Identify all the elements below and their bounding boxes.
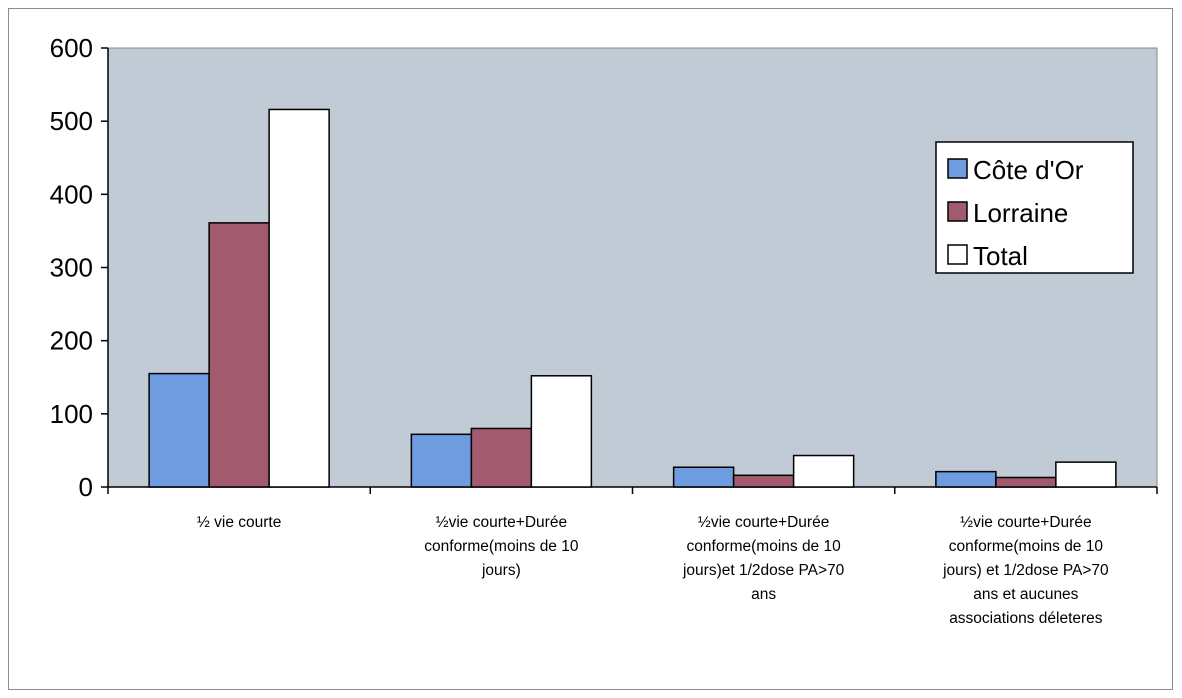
- x-category-label: ½vie courte+Durée conforme(moins de 10 jou…: [424, 514, 579, 579]
- bar-lorraine: [995, 476, 1057, 488]
- bars: [148, 108, 1117, 488]
- legend-box: [935, 141, 1134, 274]
- y-tick-label: 300: [50, 253, 93, 283]
- labels: ½ vie courte ½vie courte+Durée conforme(mo…: [197, 514, 1109, 627]
- x-category-label: ½ vie courte: [197, 514, 281, 531]
- bar-c-te-d-or: [148, 372, 210, 488]
- legend: Côte d'Or Lorraine Total: [935, 141, 1134, 274]
- bar-total: [1055, 461, 1117, 488]
- x-category-label: ½vie courte+Durée conforme(moins de 10 jou…: [942, 514, 1109, 627]
- bar-lorraine: [732, 474, 795, 488]
- bar-lorraine: [470, 427, 533, 488]
- bar-lorraine: [208, 222, 270, 488]
- legend-swatch: [947, 158, 968, 179]
- bar-c-te-d-or: [410, 433, 473, 488]
- y-tick-label: 600: [50, 33, 93, 63]
- bar-c-te-d-or: [935, 470, 997, 488]
- bar-total: [792, 454, 855, 488]
- legend-label: Lorraine: [973, 198, 1068, 228]
- y-tick-label: 400: [50, 179, 93, 209]
- legend-swatch: [947, 244, 968, 265]
- bar-c-te-d-or: [672, 466, 735, 488]
- legend-swatch: [947, 201, 968, 222]
- legend-label: Côte d'Or: [973, 155, 1084, 185]
- bar-total: [268, 108, 330, 488]
- legend-label: Total: [973, 241, 1028, 271]
- bar-total: [530, 375, 593, 488]
- y-tick-label: 200: [50, 326, 93, 356]
- x-category-label: ½vie courte+Durée conforme(moins de 10 jou…: [682, 514, 845, 603]
- y-tick-label: 0: [79, 472, 93, 502]
- y-tick-label: 500: [50, 106, 93, 136]
- y-tick-label: 100: [50, 399, 93, 429]
